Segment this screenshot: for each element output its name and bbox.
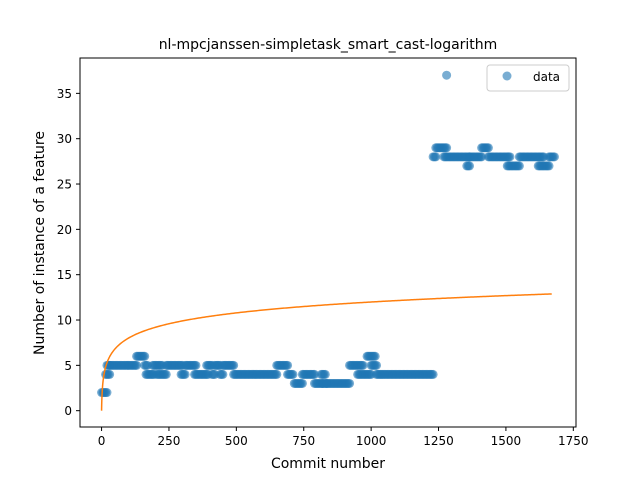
- y-tick-label: 0: [64, 404, 72, 418]
- data-point: [372, 360, 382, 370]
- x-tick-label: 0: [98, 434, 106, 448]
- data-point: [505, 152, 515, 162]
- y-tick-label: 25: [57, 178, 72, 192]
- legend-marker-data: [502, 71, 512, 81]
- plot-marks: [97, 70, 559, 411]
- y-tick-label: 35: [57, 87, 72, 101]
- data-point: [442, 143, 452, 153]
- data-point: [140, 351, 150, 361]
- data-point: [283, 360, 293, 370]
- data-point: [428, 369, 438, 379]
- data-point-outlier: [442, 70, 452, 80]
- data-point: [161, 369, 171, 379]
- data-point: [431, 152, 441, 162]
- data-point: [345, 378, 355, 388]
- legend-box: [486, 64, 570, 92]
- legend-label-data: data: [533, 70, 560, 84]
- y-tick-label: 5: [64, 359, 72, 373]
- data-point: [132, 360, 142, 370]
- x-tick-label: 250: [158, 434, 181, 448]
- data-point: [191, 360, 201, 370]
- data-point: [320, 369, 330, 379]
- data-point: [544, 161, 554, 171]
- data-point: [288, 369, 298, 379]
- data-point: [358, 360, 368, 370]
- data-point: [549, 152, 559, 162]
- data-point: [272, 369, 282, 379]
- x-tick-label: 1250: [423, 434, 454, 448]
- data-point: [102, 388, 112, 398]
- x-tick-label: 1500: [491, 434, 522, 448]
- data-point: [180, 369, 190, 379]
- data-point: [465, 161, 475, 171]
- axes-frame: [79, 57, 577, 428]
- y-tick-label: 15: [57, 268, 72, 282]
- x-tick-label: 1750: [558, 434, 589, 448]
- x-axis: 0 250 500 750 1000 1250 1500 1750: [98, 427, 589, 448]
- x-tick-label: 1000: [356, 434, 387, 448]
- y-tick-label: 30: [57, 132, 72, 146]
- y-axis-label: Number of instance of a feature: [32, 131, 48, 355]
- data-point: [370, 351, 380, 361]
- data-point: [477, 152, 487, 162]
- data-point: [105, 369, 115, 379]
- legend: data: [486, 64, 570, 92]
- y-tick-label: 20: [57, 223, 72, 237]
- x-axis-label: Commit number: [271, 456, 385, 472]
- chart-title: nl-mpcjanssen-simpletask_smart_cast-loga…: [159, 37, 498, 53]
- x-tick-label: 500: [225, 434, 248, 448]
- data-point: [514, 161, 524, 171]
- y-tick-label: 10: [57, 314, 72, 328]
- data-point: [218, 369, 228, 379]
- data-point: [310, 369, 320, 379]
- data-point: [297, 378, 307, 388]
- y-axis: 0 5 10 15 20 25 30 35: [57, 87, 80, 418]
- data-point: [229, 360, 239, 370]
- x-tick-label: 750: [292, 434, 315, 448]
- fit-line: [100, 293, 552, 411]
- data-point: [483, 143, 493, 153]
